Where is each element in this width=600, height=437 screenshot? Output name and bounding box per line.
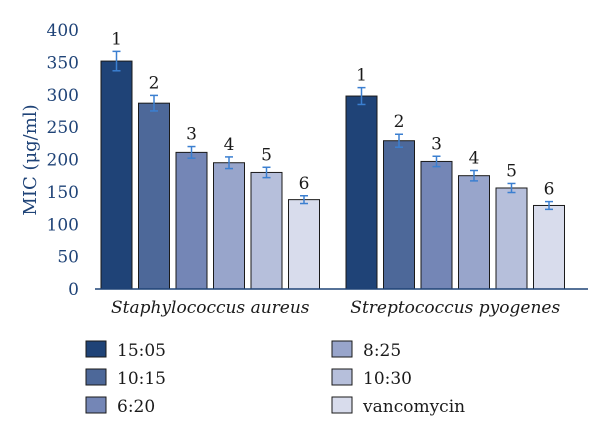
y-tick-label: 250: [47, 118, 79, 138]
y-tick-label: 200: [47, 151, 79, 171]
legend-item: 6:20: [85, 396, 155, 417]
bar-group: 1 2 3 4 5 6: [345, 66, 565, 290]
bar-number-label: 1: [111, 29, 122, 49]
bar: [250, 171, 283, 290]
bar-number-label: 5: [506, 161, 517, 181]
legend-item: vancomycin: [331, 396, 465, 417]
bar-groups: 1 2 3 4 5 6 1 2 3 4 5 6: [100, 29, 565, 290]
legend-swatch: [85, 368, 107, 386]
bar: [420, 160, 453, 290]
legend-item: 10:30: [331, 368, 412, 389]
legend-swatch: [331, 368, 353, 386]
bar: [533, 204, 565, 290]
bar-number-label: 5: [261, 145, 272, 165]
bar-number-label: 6: [544, 180, 555, 200]
legend-label: 6:20: [117, 397, 155, 417]
bar: [288, 199, 320, 290]
legend-item: 10:15: [85, 368, 166, 389]
y-tick-label: 300: [47, 86, 79, 106]
bar: [383, 140, 415, 290]
y-tick-label: 50: [57, 248, 79, 268]
bar-number-label: 2: [149, 73, 160, 93]
bar: [458, 175, 490, 290]
bar: [495, 187, 528, 290]
legend-item: 15:05: [85, 340, 166, 361]
bar-number-label: 2: [394, 112, 405, 132]
legend-label: 10:30: [363, 369, 412, 389]
bar: [345, 95, 378, 290]
legend-swatch: [85, 340, 107, 358]
category-label: Staphylococcus aureus: [111, 298, 310, 318]
bar: [100, 60, 133, 290]
legend-swatch: [85, 396, 107, 414]
category-label: Streptococcus pyogenes: [350, 298, 560, 318]
legend-item: 8:25: [331, 340, 401, 361]
legend-label: 10:15: [117, 369, 166, 389]
y-tick-label: 350: [47, 53, 79, 73]
y-axis-ticks: 0 50 100 150 200 250 300 350 400: [47, 21, 79, 300]
legend-label: vancomycin: [362, 397, 465, 417]
bar-number-label: 3: [186, 125, 197, 145]
legend-label: 15:05: [117, 341, 166, 361]
category-labels: Staphylococcus aureus Streptococcus pyoge…: [111, 298, 560, 318]
y-tick-label: 400: [47, 21, 79, 41]
bar-number-label: 4: [224, 135, 235, 155]
bar-number-label: 3: [431, 134, 442, 154]
y-tick-label: 150: [47, 183, 79, 203]
bar-number-label: 1: [356, 66, 367, 86]
y-axis-label: MIC (μg/ml): [20, 104, 41, 215]
bar: [213, 162, 245, 290]
legend-swatch: [331, 396, 353, 414]
bar-number-label: 4: [469, 149, 480, 169]
bar-number-label: 6: [299, 174, 310, 194]
bar: [138, 102, 170, 290]
bar: [175, 151, 208, 290]
y-tick-label: 0: [68, 280, 79, 300]
legend: 15:05 10:15 6:20 8:25 10:30 vancomycin: [85, 340, 465, 417]
legend-label: 8:25: [363, 341, 401, 361]
bar-group: 1 2 3 4 5 6: [100, 29, 320, 290]
y-tick-label: 100: [47, 215, 79, 235]
legend-swatch: [331, 340, 353, 358]
